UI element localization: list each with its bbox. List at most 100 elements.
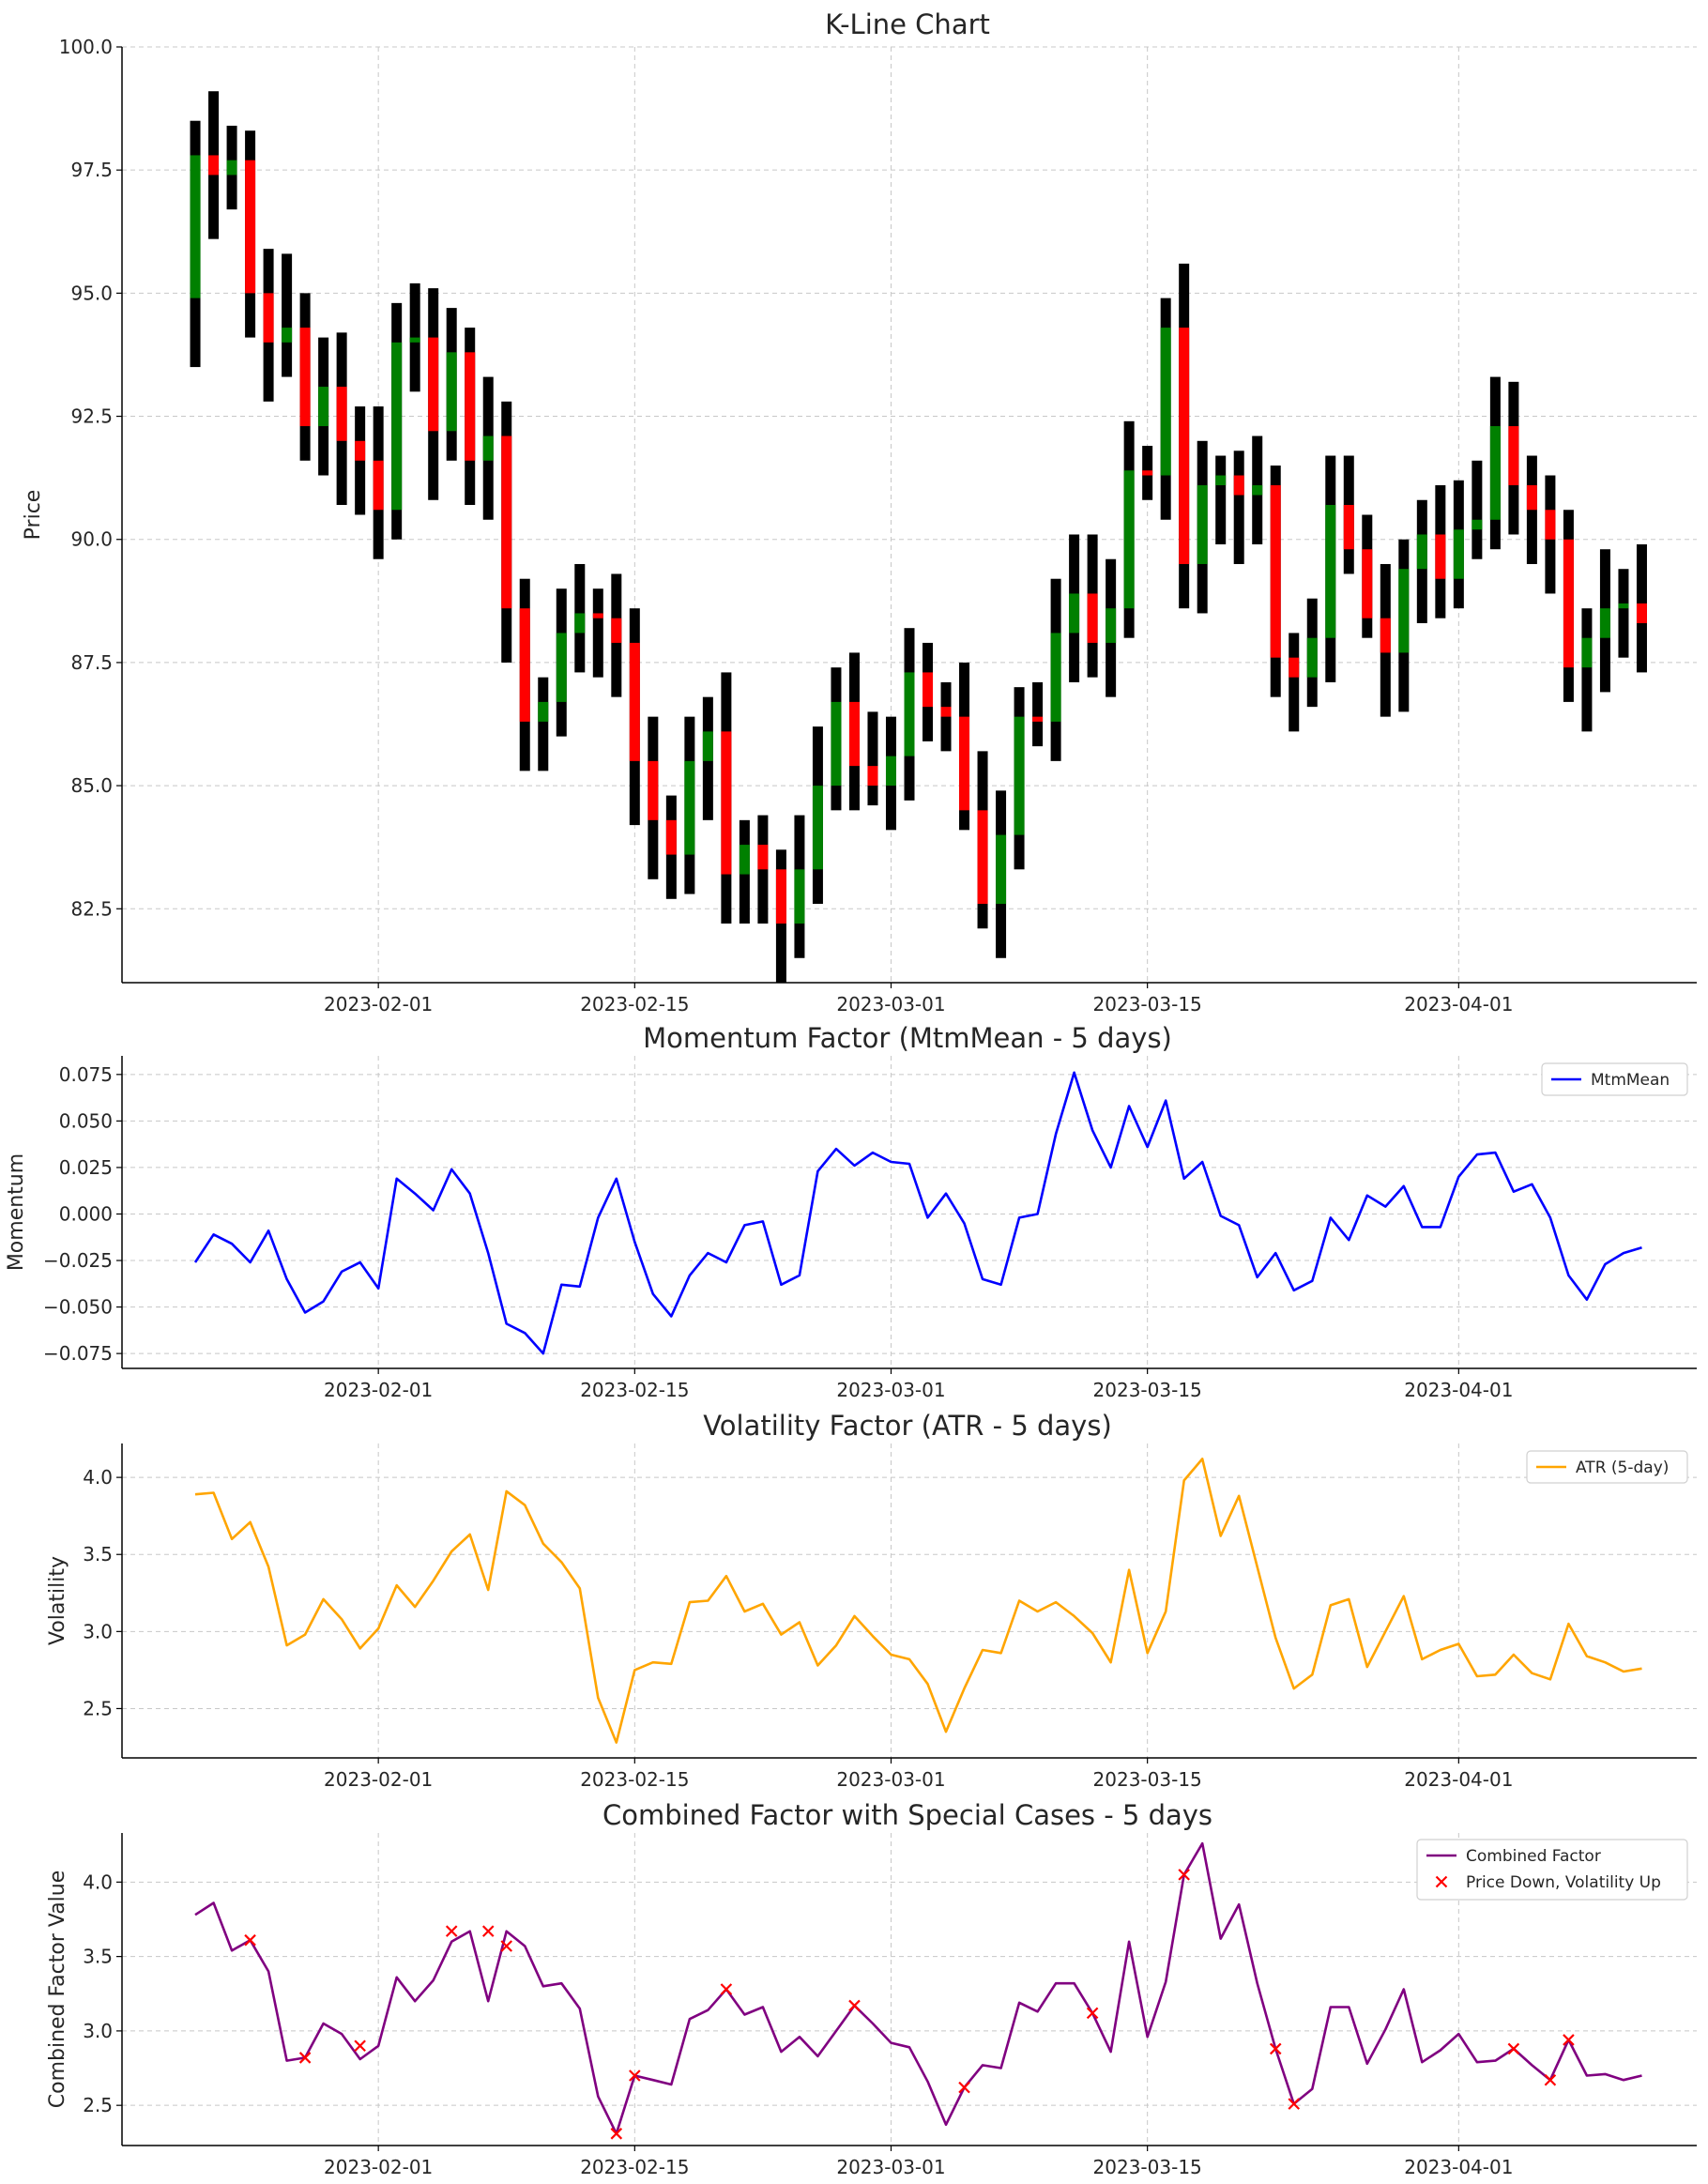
special-case-marker — [298, 2052, 312, 2064]
candle — [1526, 455, 1537, 564]
candle — [538, 677, 549, 771]
candle — [446, 308, 457, 461]
candle — [391, 302, 403, 540]
candle — [1032, 681, 1044, 747]
candle — [1123, 420, 1135, 638]
candle — [923, 642, 934, 741]
x-tick-label: 2023-02-15 — [580, 2156, 689, 2178]
candle-body-down — [355, 440, 366, 461]
candle — [574, 563, 586, 673]
candle — [1014, 687, 1025, 870]
special-case-marker — [958, 2081, 970, 2094]
x-tick-label: 2023-04-01 — [1404, 1768, 1513, 1791]
candle-body-up — [318, 387, 329, 427]
candle — [355, 406, 366, 515]
candle — [1106, 558, 1117, 697]
candle-wick — [282, 253, 293, 377]
candle-body-down — [611, 618, 622, 643]
candle — [409, 283, 420, 392]
x-tick-label: 2023-04-01 — [1404, 2156, 1513, 2178]
candle-body-down — [208, 155, 220, 176]
special-case-marker — [500, 1940, 513, 1952]
candle-body-up — [684, 760, 695, 855]
candle-wick — [867, 711, 878, 806]
y-axis-label: Price — [22, 490, 45, 541]
special-case-marker — [848, 1999, 861, 2012]
chart-title: K-Line Chart — [825, 8, 990, 40]
y-tick-label: 3.0 — [83, 2020, 113, 2042]
candle-body-down — [1179, 328, 1190, 564]
y-tick-label: 4.0 — [83, 1466, 113, 1489]
candle-wick — [1581, 608, 1593, 732]
grid — [122, 1056, 1697, 1368]
y-tick-label: 2.5 — [83, 1697, 113, 1719]
candle — [831, 667, 842, 811]
panel-2: −0.075 −0.050 −0.025 0.000 0.025 0.050 0.075 20… — [5, 1022, 1697, 1401]
legend-label: Combined Factor — [1466, 1847, 1601, 1866]
candle — [1398, 539, 1410, 712]
candle — [1489, 376, 1501, 550]
candle — [775, 849, 786, 983]
candle — [428, 288, 439, 500]
y-tick-label: 95.0 — [70, 282, 113, 304]
legend-label: ATR (5-day) — [1576, 1459, 1669, 1477]
candle — [1325, 455, 1336, 682]
candle-body-down — [629, 642, 640, 761]
legend-item: ATR (5-day) — [1536, 1459, 1669, 1477]
candle-body-down — [245, 160, 256, 294]
candle-body-down — [1508, 426, 1519, 486]
candle-body-up — [1252, 485, 1263, 496]
x-tick-label: 2023-04-01 — [1404, 1379, 1513, 1401]
candle — [1435, 485, 1446, 619]
candle-body-down — [1563, 539, 1574, 668]
candle-body-down — [959, 716, 970, 811]
y-tick-label: 90.0 — [70, 528, 113, 551]
candle — [739, 819, 750, 924]
candle-body-up — [996, 834, 1007, 905]
candle — [1197, 440, 1208, 614]
candle-body-up — [1306, 637, 1318, 678]
special-case-marker — [1086, 2007, 1099, 2020]
candle-body-down — [428, 337, 439, 432]
candle-wick — [592, 588, 603, 678]
candle — [1618, 569, 1629, 658]
candle-wick — [538, 677, 549, 771]
candle-body-down — [1233, 475, 1244, 496]
candle — [1252, 435, 1263, 544]
candle-body-down — [1343, 505, 1354, 550]
candle-body-down — [1526, 485, 1537, 511]
y-tick-label: 0.025 — [59, 1156, 113, 1179]
candle — [263, 249, 274, 402]
candle-body-down — [1142, 470, 1153, 476]
special-case-marker — [720, 1983, 733, 1995]
candle-wick — [757, 815, 769, 924]
candle-body-down — [299, 328, 311, 427]
candle-body-up — [1014, 716, 1025, 835]
candle-body-up — [1398, 569, 1410, 653]
special-case-marker — [1507, 2042, 1520, 2055]
candle — [373, 406, 384, 559]
special-case-marker — [1269, 2042, 1282, 2055]
candles — [190, 91, 1647, 983]
candle-body-up — [282, 328, 293, 343]
y-tick-label: 100.0 — [59, 36, 113, 58]
candle-body-up — [1069, 593, 1080, 634]
candle — [1508, 381, 1519, 535]
candle — [1050, 578, 1061, 761]
candle-body-up — [1106, 608, 1117, 643]
candle — [1581, 608, 1593, 732]
candle-body-down — [940, 707, 952, 717]
series-line — [193, 1071, 1642, 1355]
candle-body-up — [904, 672, 915, 756]
candle-body-up — [1416, 534, 1427, 570]
chart-title: Volatility Factor (ATR - 5 days) — [703, 1410, 1112, 1442]
candle-body-down — [848, 701, 860, 767]
candle — [208, 91, 220, 239]
candle — [501, 401, 512, 663]
x-tick-label: 2023-03-01 — [836, 1379, 945, 1401]
candle — [556, 588, 567, 737]
y-tick-label: 85.0 — [70, 774, 113, 797]
candle-body-up — [812, 786, 823, 870]
candle-body-down — [1032, 716, 1044, 722]
candle — [959, 662, 970, 831]
